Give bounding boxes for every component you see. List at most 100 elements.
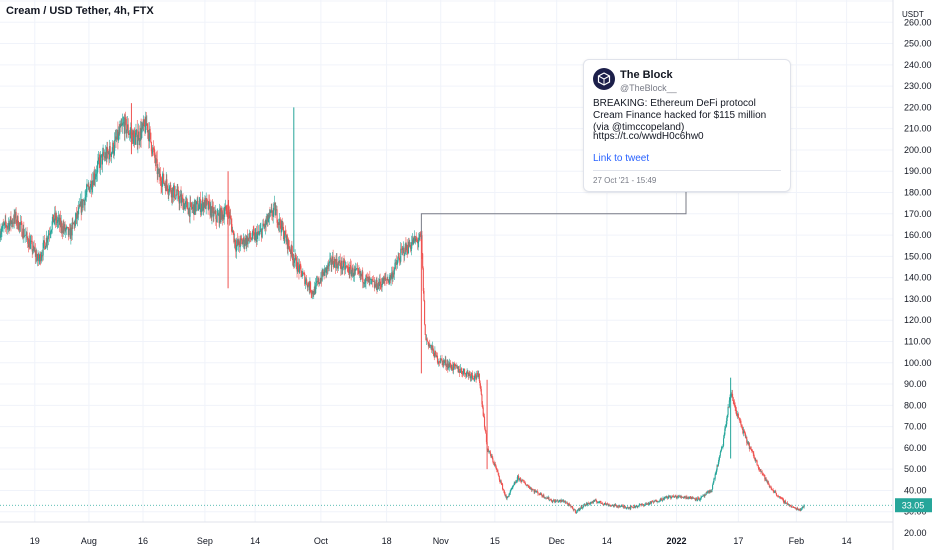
candle	[783, 501, 785, 504]
candle	[203, 199, 205, 213]
candle	[618, 504, 620, 508]
candle-body	[114, 139, 116, 151]
candle-body	[92, 180, 94, 185]
candle	[407, 237, 410, 255]
candle	[648, 502, 651, 506]
candle-body	[353, 268, 355, 276]
candle-body	[69, 228, 71, 239]
candle	[279, 217, 281, 229]
candle-body	[790, 505, 792, 506]
candle-body	[764, 477, 766, 480]
candle-body	[180, 194, 182, 203]
candle-body	[385, 277, 387, 280]
candle	[235, 239, 237, 258]
candle	[315, 275, 317, 290]
candle-body	[473, 378, 475, 379]
candle	[81, 191, 83, 215]
candle-body	[582, 506, 584, 508]
tweet-url[interactable]: https://t.co/wwdH0c6hw0	[593, 131, 704, 142]
candle	[766, 479, 768, 483]
candle	[6, 226, 8, 230]
candle	[581, 507, 583, 510]
candle-body	[644, 504, 646, 506]
candle-body	[563, 501, 565, 503]
candle-body	[744, 431, 746, 434]
candle-body	[567, 504, 569, 506]
candle-body	[431, 345, 433, 350]
candle-body	[3, 222, 6, 226]
candle	[109, 142, 111, 156]
candle-body	[255, 232, 257, 242]
candle-body	[500, 481, 502, 484]
candle	[719, 450, 721, 458]
candle	[248, 229, 250, 244]
candle	[94, 166, 96, 187]
candle	[451, 364, 453, 371]
candle	[570, 506, 573, 508]
candle	[286, 234, 288, 244]
candle-body	[166, 179, 168, 186]
candle-body	[349, 265, 351, 274]
candle	[630, 504, 632, 510]
candle	[146, 122, 149, 139]
candle	[719, 454, 721, 461]
candle-body	[485, 430, 487, 434]
candle-body	[134, 134, 136, 145]
candle-body	[157, 169, 159, 175]
link-to-tweet[interactable]: Link to tweet	[593, 153, 650, 164]
candle	[183, 198, 185, 211]
candle-body	[480, 385, 482, 389]
candle	[566, 502, 568, 505]
candle	[489, 450, 491, 453]
candle	[164, 180, 166, 189]
candle	[641, 503, 643, 506]
candle	[496, 467, 498, 473]
candle-body	[16, 216, 18, 223]
candle-body	[290, 245, 292, 255]
candle	[141, 121, 143, 133]
candle-body	[214, 211, 216, 213]
candle-body	[320, 277, 322, 283]
candle	[786, 501, 788, 505]
candle	[489, 450, 491, 456]
candle	[400, 242, 402, 266]
candle-body	[56, 215, 58, 224]
candle-body	[735, 407, 737, 411]
candle-body	[637, 505, 640, 507]
candle-body	[778, 496, 780, 498]
candle-body	[248, 237, 250, 239]
symbol-title[interactable]: Cream / USD Tether, 4h, FTX	[6, 5, 154, 17]
candle-body	[429, 345, 431, 347]
candle-body	[132, 130, 134, 144]
candle-body	[288, 239, 290, 247]
candle	[427, 341, 430, 350]
candle	[201, 200, 203, 217]
candle	[83, 199, 85, 211]
candle-body	[110, 154, 112, 158]
candle-body	[386, 279, 388, 281]
candle	[701, 496, 703, 499]
candle-body	[335, 258, 337, 269]
candle-body	[634, 507, 636, 508]
candle-body	[56, 221, 58, 224]
candle	[265, 216, 267, 232]
candle-body	[447, 363, 449, 369]
candle	[108, 149, 110, 166]
candle	[19, 222, 21, 233]
candle	[121, 118, 123, 127]
candle	[63, 219, 65, 234]
candle	[554, 499, 556, 504]
candle-body	[777, 495, 779, 497]
candle	[260, 222, 262, 235]
candle	[441, 354, 443, 366]
candle	[781, 497, 783, 500]
candle-body	[288, 246, 290, 250]
candle-body	[276, 209, 278, 223]
candle-body	[69, 228, 71, 230]
candle	[390, 273, 392, 286]
candle	[79, 203, 81, 208]
candle-body	[98, 157, 100, 161]
candle	[93, 169, 95, 186]
candle-body	[188, 207, 190, 215]
